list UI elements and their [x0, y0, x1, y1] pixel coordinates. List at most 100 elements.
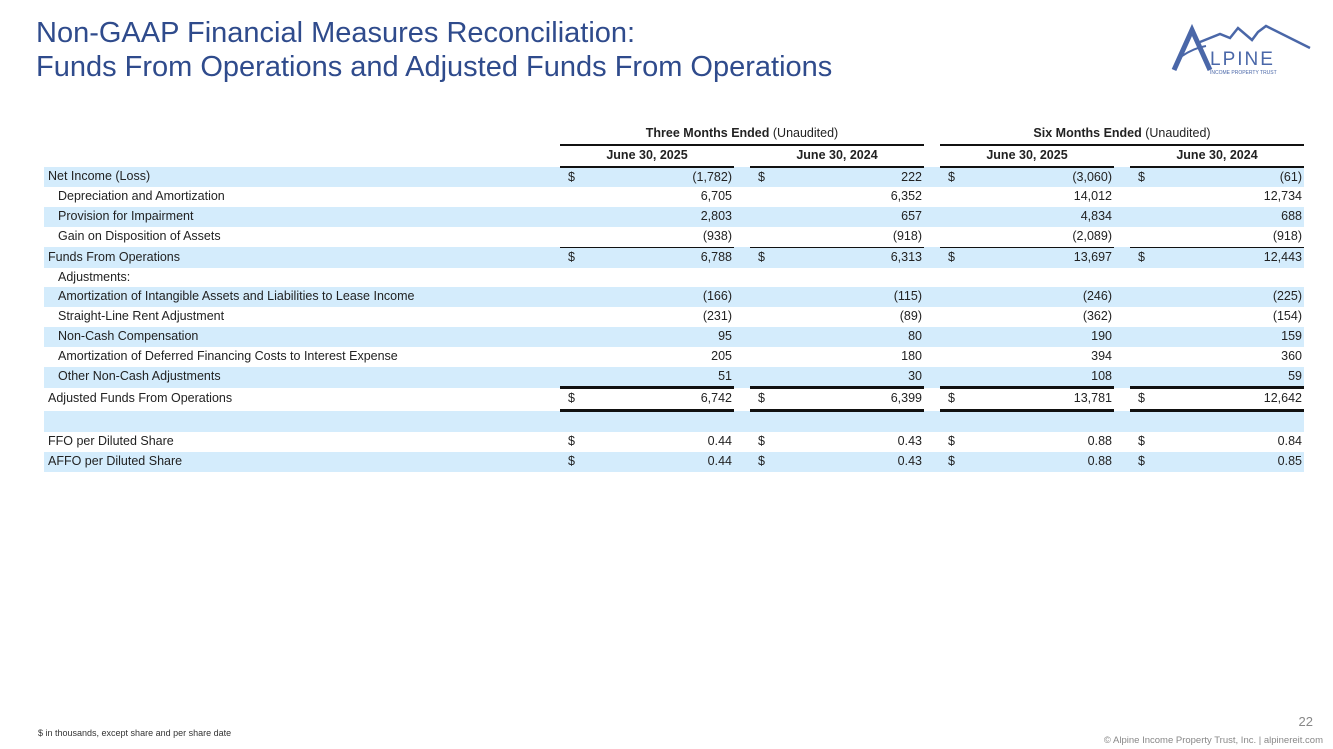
cell-value — [778, 410, 924, 432]
cell-value: (225) — [1158, 287, 1304, 308]
cell-value: 180 — [901, 348, 922, 363]
cell-value: 688 — [1158, 207, 1304, 227]
currency-symbol — [750, 226, 778, 248]
cell-value: (362) — [1082, 309, 1112, 324]
table-row: Funds From Operations $6,788 $6,313 $13,697… — [44, 247, 1304, 268]
cell-value: (115) — [778, 287, 924, 308]
date-header-row: June 30, 2025 June 30, 2024 June 30, 202… — [44, 144, 1304, 168]
currency-symbol — [750, 410, 778, 432]
cell-value: 222 — [778, 166, 924, 188]
cell-value: 13,697 — [968, 247, 1114, 268]
cell-value: (938) — [588, 226, 734, 248]
cell-value: 159 — [1158, 326, 1304, 347]
currency-symbol — [940, 268, 968, 288]
alpine-logo: LPINE INCOME PROPERTY TRUST — [1171, 23, 1311, 76]
currency-symbol — [750, 326, 778, 347]
cell-value: 0.88 — [968, 451, 1114, 472]
cell-value: 30 — [778, 366, 924, 390]
cell-value: 0.43 — [778, 451, 924, 472]
currency-symbol — [1130, 226, 1158, 248]
cell-value: 190 — [968, 326, 1114, 347]
cell-value: (2,089) — [968, 226, 1114, 248]
currency-symbol — [750, 347, 778, 367]
column-header: June 30, 2025 — [560, 144, 734, 168]
cell-value: 2,803 — [588, 207, 734, 227]
currency-symbol — [940, 366, 968, 390]
row-label: Amortization of Intangible Assets and Li… — [44, 287, 560, 308]
currency-symbol — [940, 207, 968, 227]
cell-value — [968, 410, 1114, 432]
row-label: Net Income (Loss) — [44, 166, 560, 188]
currency-symbol: $ — [1130, 247, 1158, 268]
cell-value: 14,012 — [1073, 189, 1112, 204]
cell-value: 108 — [968, 366, 1114, 390]
currency-symbol — [560, 307, 588, 327]
cell-value: 0.43 — [897, 433, 922, 448]
currency-symbol — [750, 287, 778, 308]
row-label — [44, 410, 560, 432]
table-row: Straight-Line Rent Adjustment (231) (89) (3… — [44, 307, 1304, 327]
currency-symbol — [560, 226, 588, 248]
currency-symbol: $ — [560, 247, 588, 268]
currency-symbol: $ — [560, 166, 588, 188]
cell-value: 12,443 — [1158, 247, 1304, 268]
cell-value — [778, 268, 924, 288]
cell-value: 205 — [711, 348, 732, 363]
table-row: Gain on Disposition of Assets (938) (918) (… — [44, 226, 1304, 248]
cell-value — [588, 410, 734, 432]
table-row: Provision for Impairment 2,803 657 4,834 688 — [44, 207, 1304, 227]
currency-symbol — [1130, 307, 1158, 327]
cell-value: 6,399 — [778, 387, 924, 413]
table-row: Depreciation and Amortization 6,705 6,352 1… — [44, 187, 1304, 207]
cell-value: (154) — [1272, 309, 1302, 324]
row-label: Funds From Operations — [44, 247, 560, 268]
currency-symbol: $ — [940, 247, 968, 268]
currency-symbol — [750, 268, 778, 288]
cell-value: 0.88 — [1087, 433, 1112, 448]
column-header: June 30, 2025 — [940, 144, 1114, 168]
group-six-months: Six Months Ended (Unaudited) — [940, 124, 1304, 146]
table-row: Non-Cash Compensation 95 80 190 159 — [44, 326, 1304, 347]
currency-symbol: $ — [750, 451, 778, 472]
cell-value: 657 — [778, 207, 924, 227]
cell-value: 394 — [1091, 348, 1112, 363]
currency-symbol — [940, 287, 968, 308]
table-row: Amortization of Intangible Assets and Li… — [44, 287, 1304, 308]
cell-value: 6,742 — [588, 387, 734, 413]
currency-symbol: $ — [1130, 451, 1158, 472]
row-label: Straight-Line Rent Adjustment — [58, 309, 225, 324]
row-label: FFO per Diluted Share — [48, 433, 174, 448]
cell-value: 12,642 — [1158, 387, 1304, 413]
currency-symbol — [1130, 187, 1158, 207]
cell-value: 0.84 — [1277, 433, 1302, 448]
currency-symbol: $ — [758, 433, 765, 448]
currency-symbol — [940, 326, 968, 347]
footnote: $ in thousands, except share and per sha… — [38, 728, 232, 738]
currency-symbol — [940, 307, 968, 327]
cell-value: 59 — [1158, 366, 1304, 390]
currency-symbol — [750, 207, 778, 227]
currency-symbol — [560, 366, 588, 390]
cell-value: 0.85 — [1158, 451, 1304, 472]
column-header: June 30, 2024 — [1130, 144, 1304, 168]
currency-symbol — [1130, 326, 1158, 347]
cell-value: (89) — [899, 309, 922, 324]
currency-symbol — [750, 366, 778, 390]
currency-symbol: $ — [948, 433, 955, 448]
cell-value — [588, 268, 734, 288]
cell-value: 80 — [778, 326, 924, 347]
svg-text:LPINE: LPINE — [1210, 49, 1275, 70]
cell-value: 6,788 — [588, 247, 734, 268]
cell-value: 360 — [1281, 348, 1302, 363]
currency-symbol — [1130, 207, 1158, 227]
currency-symbol — [940, 347, 968, 367]
cell-value: (246) — [968, 287, 1114, 308]
currency-symbol — [940, 226, 968, 248]
copyright: © Alpine Income Property Trust, Inc. | a… — [1103, 735, 1323, 746]
group-header-row: Three Months Ended (Unaudited) Six Month… — [44, 124, 1304, 146]
cell-value: 6,313 — [778, 247, 924, 268]
currency-symbol: $ — [1130, 166, 1158, 188]
currency-symbol: $ — [560, 451, 588, 472]
currency-symbol: $ — [1138, 433, 1145, 448]
